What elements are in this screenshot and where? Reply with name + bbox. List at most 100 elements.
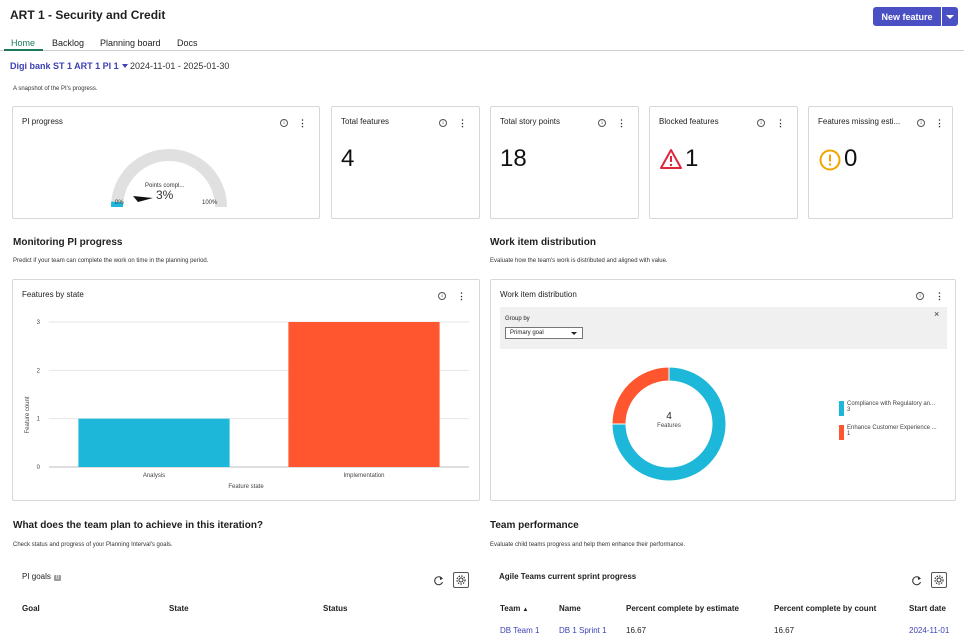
iteration-heading: What does the team plan to achieve in th… xyxy=(13,520,264,531)
chevron-down-icon xyxy=(571,332,577,335)
refresh-icon[interactable] xyxy=(433,575,444,586)
group-by-panel: Group by Primary goal × xyxy=(500,307,947,349)
settings-button[interactable] xyxy=(453,572,469,588)
gauge-value: 3% xyxy=(156,188,174,202)
total-story-points-card: Total story points i ⋮ 18 xyxy=(490,106,639,219)
donut-center-label: Features xyxy=(657,423,681,429)
info-icon[interactable]: i xyxy=(439,119,447,127)
y-tick-label: 2 xyxy=(37,368,41,374)
pi-selector[interactable]: Digi bank ST 1 ART 1 PI 1 xyxy=(10,61,128,71)
info-icon[interactable]: i xyxy=(916,292,924,300)
more-options-icon[interactable]: ⋮ xyxy=(298,118,307,128)
gear-icon xyxy=(934,575,944,585)
info-icon[interactable]: i xyxy=(280,119,288,127)
more-options-icon[interactable]: ⋮ xyxy=(457,291,466,301)
tab-docs[interactable]: Docs xyxy=(177,38,198,48)
monitoring-subtitle: Predict if your team can complete the wo… xyxy=(13,258,209,264)
team-link[interactable]: DB Team 1 xyxy=(500,626,540,635)
work-item-donut-chart xyxy=(611,366,727,482)
group-by-select[interactable]: Primary goal xyxy=(505,327,583,339)
legend-label: Compliance with Regulatory an... xyxy=(847,401,936,407)
card-title: Blocked features xyxy=(659,117,719,126)
column-header-status[interactable]: Status xyxy=(323,604,348,613)
features-by-state-card: Features by state i ⋮ 0 1 2 3 Analysis Implem… xyxy=(12,279,480,501)
legend-swatch xyxy=(839,401,844,416)
x-tick-label: Analysis xyxy=(143,473,165,479)
start-date-link[interactable]: 2024-11-01 xyxy=(909,626,950,635)
pi-goals-count-badge: 0 xyxy=(53,575,62,581)
card-title: Features missing esti... xyxy=(818,117,901,126)
column-header-state[interactable]: State xyxy=(169,604,189,613)
legend-swatch xyxy=(839,425,844,440)
info-icon[interactable]: i xyxy=(598,119,606,127)
card-title: Total story points xyxy=(500,117,561,126)
card-title: Total features xyxy=(341,117,390,126)
column-header-percent-by-count[interactable]: Percent complete by count xyxy=(774,604,877,613)
more-options-icon[interactable]: ⋮ xyxy=(935,118,944,128)
iteration-subtitle: Check status and progress of your Planni… xyxy=(13,542,173,548)
blocked-features-card: Blocked features i ⋮ 1 xyxy=(649,106,798,219)
y-tick-label: 0 xyxy=(37,465,41,471)
refresh-icon[interactable] xyxy=(911,575,922,586)
gear-icon xyxy=(456,575,466,585)
y-axis-label: Feature count xyxy=(25,396,31,433)
gauge-needle xyxy=(133,196,153,202)
legend-label: Enhance Customer Experience ... xyxy=(847,425,937,431)
page-title: ART 1 - Security and Credit xyxy=(10,8,166,22)
team-performance-subtitle: Evaluate child teams progress and help t… xyxy=(490,542,686,548)
tab-bar: Home Backlog Planning board Docs xyxy=(0,35,964,51)
more-options-icon[interactable]: ⋮ xyxy=(776,118,785,128)
missing-estimates-value: 0 xyxy=(844,145,858,172)
tab-backlog[interactable]: Backlog xyxy=(52,38,85,48)
legend-item[interactable]: Enhance Customer Experience ... 1 xyxy=(839,425,937,440)
blocked-features-value: 1 xyxy=(685,145,699,172)
close-icon[interactable]: × xyxy=(934,309,940,319)
bar-analysis xyxy=(78,418,230,467)
more-options-icon[interactable]: ⋮ xyxy=(458,118,467,128)
info-icon[interactable]: i xyxy=(438,292,446,300)
column-header-start-date[interactable]: Start date xyxy=(909,604,946,613)
column-header-percent-by-estimate[interactable]: Percent complete by estimate xyxy=(626,604,739,613)
monitoring-heading: Monitoring PI progress xyxy=(13,237,123,248)
more-options-icon[interactable]: ⋮ xyxy=(935,291,944,301)
sort-ascending-icon: ▲ xyxy=(522,607,529,613)
column-header-name[interactable]: Name xyxy=(559,604,581,613)
warning-triangle-icon xyxy=(660,149,682,169)
legend-item[interactable]: Compliance with Regulatory an... 3 xyxy=(839,401,935,416)
percent-by-estimate-cell: 16.67 xyxy=(626,626,647,635)
y-tick-label: 1 xyxy=(37,417,41,423)
alert-circle-icon xyxy=(819,149,841,171)
gauge-max: 100% xyxy=(202,200,218,206)
legend-count: 1 xyxy=(847,431,851,437)
card-title: PI progress xyxy=(22,117,63,126)
more-options-icon[interactable]: ⋮ xyxy=(617,118,626,128)
x-axis-label: Feature state xyxy=(228,484,264,490)
legend-count: 3 xyxy=(847,407,851,413)
sprint-link[interactable]: DB 1 Sprint 1 xyxy=(559,626,607,635)
missing-estimates-card: Features missing esti... i ⋮ 0 xyxy=(808,106,953,219)
info-icon[interactable]: i xyxy=(917,119,925,127)
chevron-down-icon xyxy=(946,14,954,19)
gauge-label: Points compl... xyxy=(145,183,185,189)
pi-progress-card: PI progress i ⋮ Points compl... 3% 0% 10… xyxy=(12,106,320,219)
tab-planning-board[interactable]: Planning board xyxy=(100,38,161,48)
group-by-label: Group by xyxy=(505,316,530,322)
settings-button[interactable] xyxy=(931,572,947,588)
column-header-goal[interactable]: Goal xyxy=(22,604,40,613)
total-features-value: 4 xyxy=(341,145,355,172)
tab-home[interactable]: Home xyxy=(11,38,36,48)
info-icon[interactable]: i xyxy=(757,119,765,127)
pi-goals-label: PI goals xyxy=(22,572,51,581)
chevron-down-icon xyxy=(121,64,128,68)
percent-by-count-cell: 16.67 xyxy=(774,626,795,635)
pi-progress-gauge xyxy=(110,149,227,208)
donut-slice xyxy=(611,366,727,482)
new-feature-dropdown-button[interactable] xyxy=(942,7,958,26)
column-header-team[interactable]: Team ▲ xyxy=(500,604,529,613)
features-by-state-chart: 0 1 2 3 Analysis Implementation Feature count… xyxy=(25,320,469,490)
distribution-subtitle: Evaluate how the team's work is distribu… xyxy=(490,258,668,264)
new-feature-button[interactable]: New feature xyxy=(873,7,941,26)
active-tab-indicator xyxy=(4,49,43,51)
total-story-points-value: 18 xyxy=(500,145,527,172)
total-features-card: Total features i ⋮ 4 xyxy=(331,106,480,219)
